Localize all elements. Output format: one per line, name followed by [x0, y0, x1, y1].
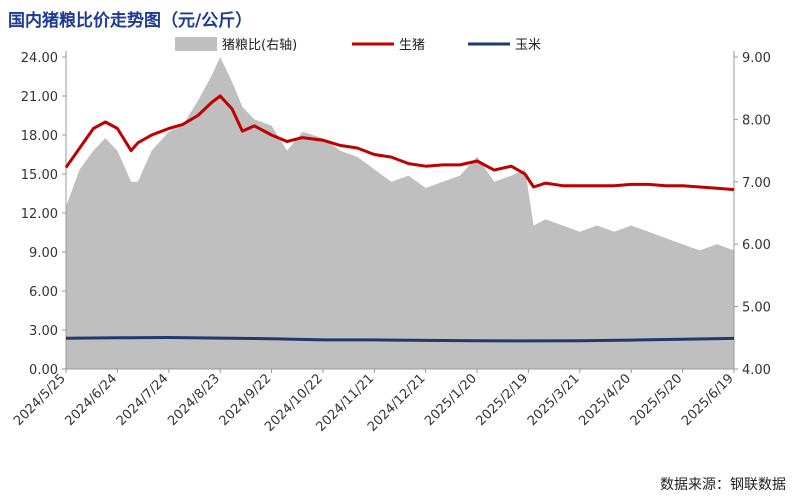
left-tick-label: 15.00	[21, 168, 58, 183]
left-tick-label: 18.00	[21, 129, 58, 144]
legend-label: 猪粮比(右轴)	[222, 38, 297, 53]
left-tick-label: 24.00	[21, 51, 58, 66]
right-tick-label: 5.00	[742, 301, 771, 316]
legend-swatch-ratio	[175, 37, 217, 51]
left-tick-label: 0.00	[29, 363, 58, 378]
x-tick-label: 2025/2/19	[474, 371, 532, 429]
series-ratio-area	[66, 57, 734, 369]
x-tick-label: 2025/3/21	[525, 371, 583, 429]
series-corn-line	[65, 336, 735, 343]
right-tick-label: 6.00	[742, 238, 771, 253]
right-tick-label: 4.00	[742, 363, 771, 378]
legend-label: 玉米	[515, 38, 541, 53]
left-tick-label: 6.00	[29, 285, 58, 300]
x-tick-label: 2025/5/20	[628, 371, 686, 429]
x-tick-label: 2025/1/20	[422, 371, 480, 429]
legend: 猪粮比(右轴) 生猪 玉米	[175, 37, 541, 53]
left-tick-label: 9.00	[29, 246, 58, 261]
line-layer	[64, 94, 735, 343]
right-tick-label: 8.00	[742, 113, 771, 128]
right-tick-label: 7.00	[742, 176, 771, 191]
right-tick-label: 9.00	[742, 51, 771, 66]
left-tick-label: 12.00	[21, 207, 58, 222]
area-layer	[66, 57, 734, 369]
chart-title: 国内猪粮比价走势图（元/公斤）	[8, 11, 253, 31]
x-tick-label: 2024/5/25	[11, 371, 69, 429]
x-tick-label: 2025/6/19	[679, 371, 737, 429]
x-tick-label: 2024/6/24	[62, 371, 120, 429]
x-tick-label: 2024/8/23	[165, 371, 223, 429]
legend-label: 生猪	[399, 38, 425, 53]
left-tick-label: 21.00	[21, 90, 58, 105]
x-tick-label: 2024/7/24	[114, 371, 172, 429]
left-tick-label: 3.00	[29, 324, 58, 339]
x-tick-label: 2025/4/20	[576, 371, 634, 429]
data-source: 数据来源：钢联数据	[660, 477, 786, 493]
series-hog-line	[64, 94, 735, 192]
